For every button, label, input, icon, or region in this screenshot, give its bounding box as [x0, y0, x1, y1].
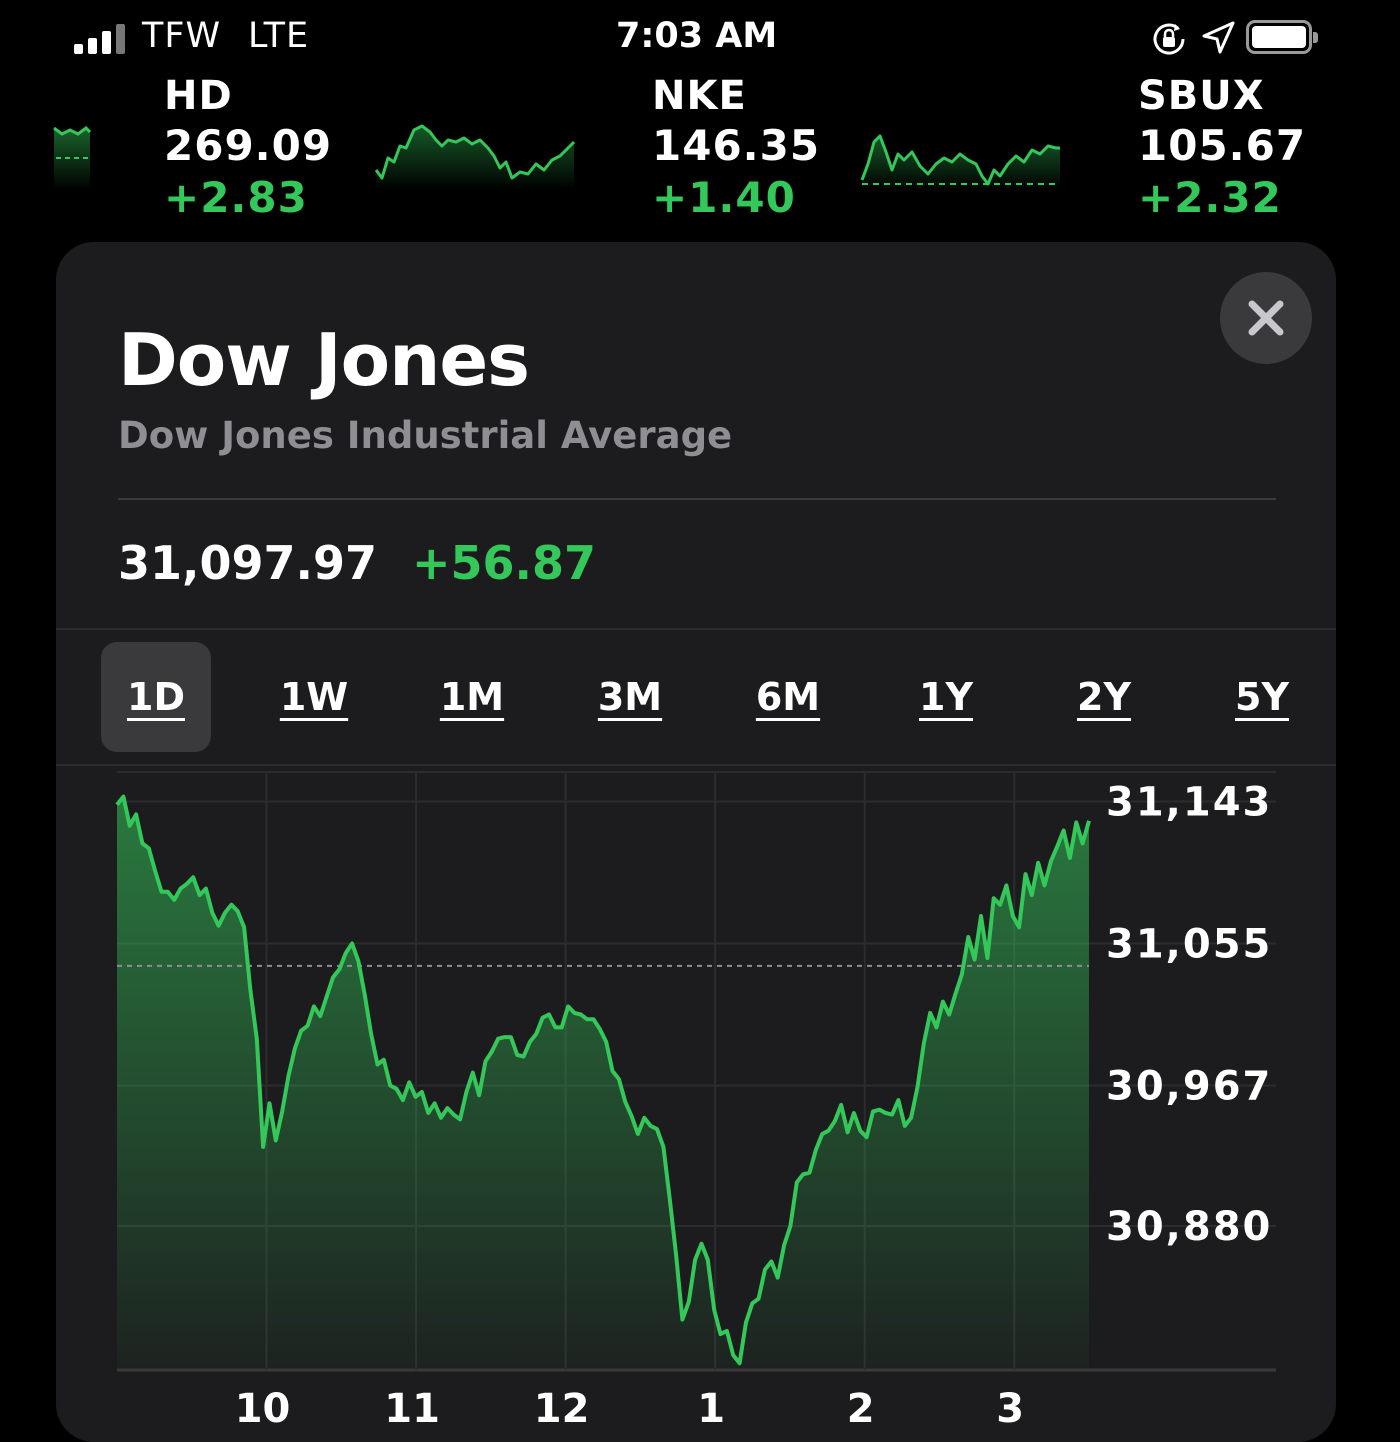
location-icon: [1202, 21, 1235, 54]
ticker-item-hd[interactable]: HD 269.09 +2.83: [164, 72, 332, 224]
divider: [56, 764, 1336, 766]
tab-1y[interactable]: 1Y: [919, 675, 973, 719]
series-line: [115, 794, 1091, 1366]
network-label: LTE: [248, 16, 310, 56]
status-bar: TFW LTE 7:03 AM: [0, 0, 1400, 76]
page-title: Dow Jones: [118, 318, 530, 402]
series-area: [117, 796, 1089, 1368]
ticker-item-sbux[interactable]: SBUX 105.67 +2.32: [1138, 72, 1306, 224]
y-tick-label: 30,967: [1106, 1064, 1272, 1110]
ticker-symbol: NKE: [652, 73, 747, 119]
ticker-symbol: HD: [164, 73, 233, 119]
x-tick-label: 2: [847, 1386, 875, 1432]
signal-icon: [74, 24, 130, 54]
x-tick-label: 1: [697, 1386, 725, 1432]
ticker-price: 105.67: [1138, 121, 1307, 170]
tab-2y[interactable]: 2Y: [1077, 675, 1131, 719]
y-tick-label: 31,055: [1106, 921, 1272, 967]
nke-sparkline: [860, 134, 1060, 190]
quote-value: 31,097.97: [118, 536, 377, 590]
hd-sparkline: [374, 124, 576, 190]
x-tick-label: 12: [534, 1386, 590, 1432]
tab-3m[interactable]: 3M: [597, 675, 663, 719]
range-tabs: 1D 1W 1M 3M 6M 1Y 2Y 5Y: [56, 642, 1336, 752]
ticker-change: +2.83: [164, 173, 308, 222]
ticker-price: 146.35: [652, 121, 821, 170]
tab-5y[interactable]: 5Y: [1235, 675, 1289, 719]
tab-6m[interactable]: 6M: [755, 675, 821, 719]
battery-icon: [1246, 20, 1318, 54]
partial-sparkline: [53, 126, 92, 190]
x-tick-label: 3: [996, 1386, 1024, 1432]
tab-1d[interactable]: 1D: [101, 642, 211, 752]
x-tick-label: 10: [235, 1386, 291, 1432]
x-tick-label: 11: [384, 1386, 440, 1432]
orientation-lock-icon: [1153, 23, 1185, 55]
detail-card: Dow Jones Dow Jones Industrial Average 3…: [56, 242, 1336, 1442]
ticker-item-nke[interactable]: NKE 146.35 +1.40: [652, 72, 820, 224]
close-button[interactable]: [1220, 272, 1312, 364]
page-subtitle: Dow Jones Industrial Average: [118, 414, 733, 457]
close-icon: [1248, 300, 1284, 336]
carrier-label: TFW: [142, 16, 222, 56]
y-tick-label: 31,143: [1106, 779, 1272, 825]
status-time: 7:03 AM: [616, 16, 778, 56]
quote-change: +56.87: [412, 536, 597, 590]
tab-1m[interactable]: 1M: [439, 675, 505, 719]
divider: [118, 498, 1276, 500]
ticker-symbol: SBUX: [1138, 73, 1265, 119]
ticker-change: +2.32: [1138, 173, 1282, 222]
ticker-price: 269.09: [164, 121, 333, 170]
tab-1w[interactable]: 1W: [279, 675, 349, 719]
y-tick-label: 30,880: [1106, 1204, 1272, 1250]
divider: [56, 628, 1336, 630]
ticker-change: +1.40: [652, 173, 796, 222]
